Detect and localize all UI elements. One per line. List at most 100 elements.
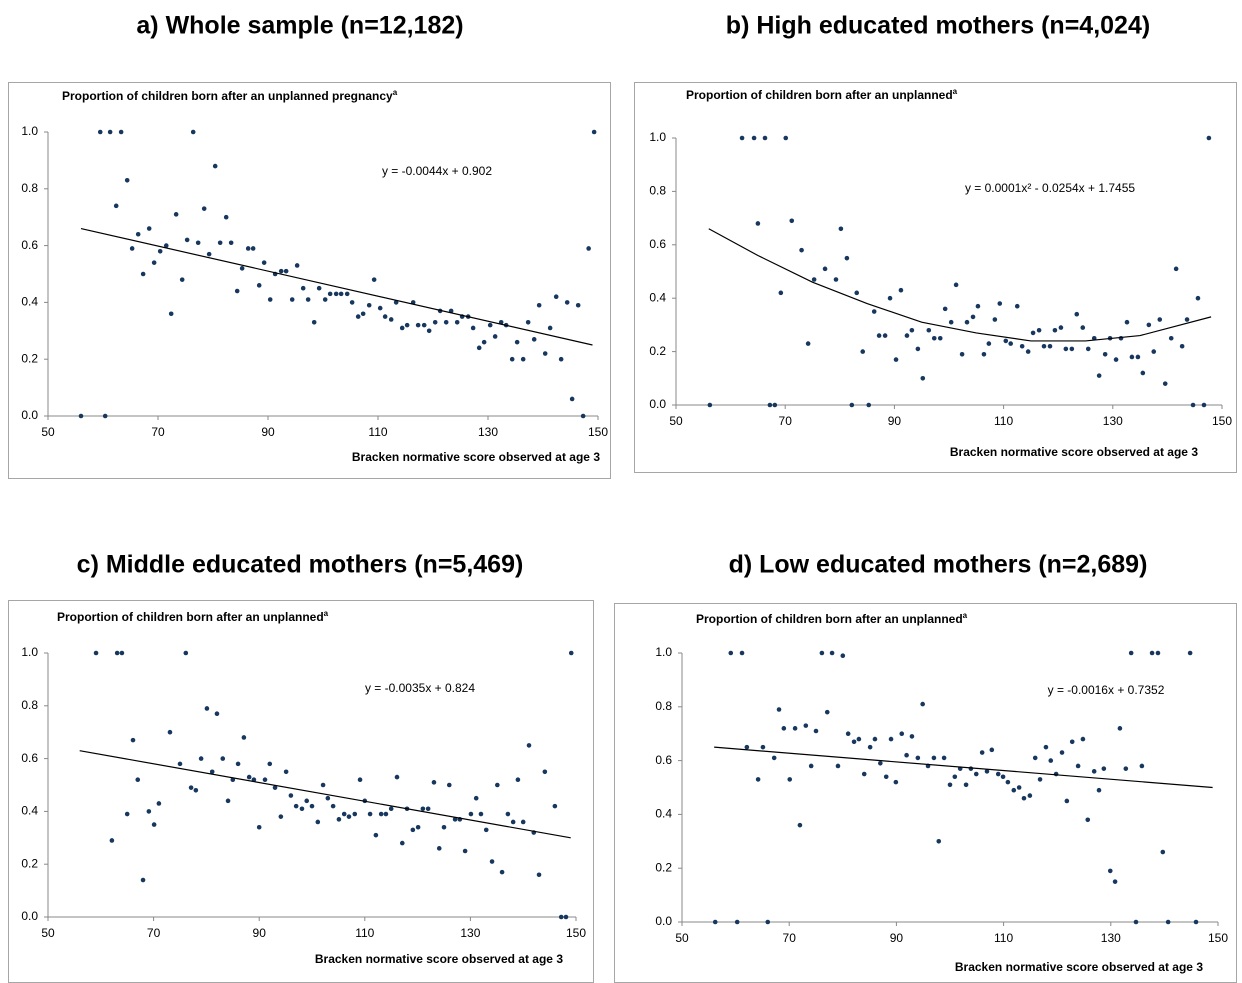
data-point <box>1124 319 1130 325</box>
data-point <box>201 206 207 211</box>
data-point <box>487 322 493 328</box>
data-point <box>1140 370 1146 376</box>
y-tick-label: 1.0 <box>655 645 672 659</box>
data-point <box>575 302 581 308</box>
data-point <box>751 135 757 141</box>
data-point <box>783 135 789 141</box>
data-point <box>1053 771 1059 777</box>
data-point <box>246 774 252 780</box>
data-point <box>1206 135 1212 141</box>
data-point <box>320 782 326 788</box>
trendline-equation: y = 0.0001x² - 0.0254x + 1.7455 <box>965 181 1135 195</box>
data-point <box>336 817 342 822</box>
data-point <box>315 819 321 825</box>
trendline <box>708 228 1212 342</box>
chart-title: a) Whole sample (n=12,182) <box>136 12 463 40</box>
x-tick-label: 130 <box>1101 931 1121 945</box>
data-point <box>261 260 267 265</box>
data-point <box>1184 317 1190 322</box>
data-point <box>1027 793 1033 798</box>
data-point <box>797 822 803 828</box>
data-point <box>1155 650 1161 656</box>
data-point <box>778 290 784 296</box>
data-point <box>1030 330 1036 336</box>
y-tick-label: 0.0 <box>655 914 672 928</box>
data-point <box>338 291 344 297</box>
data-point <box>470 325 476 331</box>
data-point <box>989 747 995 753</box>
y-tick-label: 0.4 <box>655 807 672 821</box>
data-point <box>239 266 245 271</box>
x-tick-label: 70 <box>147 926 161 940</box>
data-point <box>225 798 231 804</box>
data-point <box>1190 402 1196 408</box>
data-point <box>245 246 251 251</box>
data-point <box>1096 787 1102 793</box>
data-point <box>531 337 537 342</box>
y-tick-label: 0.4 <box>21 804 38 818</box>
data-point <box>190 129 196 135</box>
data-point <box>167 729 173 735</box>
data-point <box>183 650 189 656</box>
data-point <box>373 832 379 838</box>
data-point <box>586 246 591 251</box>
chart-panel: a) Whole sample (n=12,182) 0.0 0.2 0.4 0.6 0.… <box>8 12 611 479</box>
x-tick-label: 50 <box>675 931 689 945</box>
data-point <box>267 297 273 302</box>
data-point <box>1069 346 1075 352</box>
data-point <box>140 877 146 883</box>
data-point <box>845 731 851 736</box>
data-point <box>547 325 553 331</box>
data-point <box>388 317 394 322</box>
data-point <box>188 785 194 790</box>
data-point <box>1113 357 1119 362</box>
data-point <box>975 303 981 309</box>
data-point <box>476 345 482 351</box>
data-point <box>1118 335 1124 341</box>
data-point <box>564 300 570 305</box>
data-point <box>1011 787 1017 793</box>
data-point <box>941 755 947 761</box>
data-point <box>542 351 548 356</box>
data-point <box>1135 354 1141 360</box>
data-point <box>1187 650 1193 656</box>
data-point <box>441 824 447 830</box>
data-point <box>1080 325 1086 330</box>
x-tick-label: 110 <box>994 414 1013 428</box>
data-point <box>425 806 431 812</box>
data-point <box>235 761 241 767</box>
data-point <box>1021 795 1027 801</box>
data-point <box>591 129 597 135</box>
data-point <box>959 351 965 357</box>
data-point <box>1047 343 1053 349</box>
data-point <box>316 285 322 291</box>
data-point <box>915 755 921 761</box>
data-point <box>452 817 458 822</box>
chart-title: d) Low educated mothers (n=2,689) <box>729 551 1148 579</box>
data-point <box>1000 774 1006 780</box>
data-point <box>113 203 119 209</box>
data-point <box>140 271 146 277</box>
y-tick-label: 0.2 <box>655 860 672 874</box>
x-tick-label: 110 <box>994 931 1013 945</box>
data-point <box>352 811 358 817</box>
data-point <box>478 811 484 817</box>
data-point <box>1052 327 1058 333</box>
data-point <box>135 777 141 783</box>
data-point <box>184 237 190 243</box>
data-point <box>819 650 825 656</box>
y-tick-label: 0.6 <box>21 751 38 765</box>
x-tick-label: 90 <box>261 425 275 439</box>
data-point <box>293 803 299 809</box>
data-point <box>355 314 361 319</box>
data-point <box>431 780 437 785</box>
chart-frame <box>614 603 1237 983</box>
x-tick-label: 50 <box>41 926 55 940</box>
data-point <box>851 739 857 745</box>
data-point <box>378 811 384 817</box>
data-point <box>878 760 883 766</box>
data-point <box>952 774 958 780</box>
data-point <box>1069 739 1075 745</box>
data-point <box>468 811 474 817</box>
y-axis-label: Proportion of children born after an unp… <box>696 611 968 626</box>
